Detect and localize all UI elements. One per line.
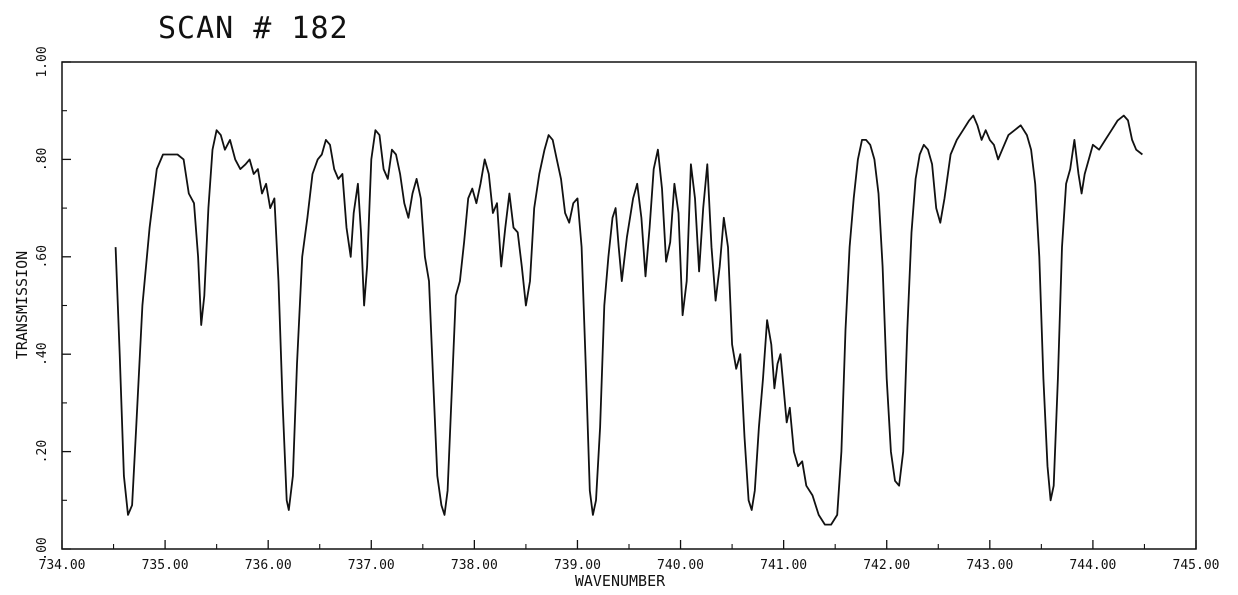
y-tick-label: .40 bbox=[35, 342, 50, 365]
x-tick-label: 737.00 bbox=[348, 558, 395, 573]
x-tick-label: 735.00 bbox=[142, 558, 189, 573]
y-tick-label: .20 bbox=[35, 440, 50, 463]
y-axis: .00 .20 .40 .60 .80 1.00 bbox=[35, 46, 71, 561]
x-tick-label: 740.00 bbox=[657, 558, 704, 573]
y-tick-label: .00 bbox=[35, 537, 50, 560]
x-tick-label: 742.00 bbox=[863, 558, 910, 573]
chart-title: SCAN # 182 bbox=[158, 11, 349, 46]
x-tick-label: 734.00 bbox=[39, 558, 86, 573]
x-axis: 734.00 735.00 736.00 737.00 738.00 739.00 740.… bbox=[39, 540, 1220, 573]
x-tick-label: 743.00 bbox=[966, 558, 1013, 573]
x-tick-label: 745.00 bbox=[1173, 558, 1220, 573]
x-tick-label: 741.00 bbox=[760, 558, 807, 573]
x-tick-label: 738.00 bbox=[451, 558, 498, 573]
x-tick-label: 736.00 bbox=[245, 558, 292, 573]
x-axis-label: WAVENUMBER bbox=[575, 572, 666, 590]
x-tick-label: 739.00 bbox=[554, 558, 601, 573]
y-axis-label: TRANSMISSION bbox=[13, 251, 31, 359]
x-tick-label: 744.00 bbox=[1069, 558, 1116, 573]
series-line-transmission bbox=[114, 114, 1143, 526]
y-tick-label: .60 bbox=[35, 245, 50, 268]
y-tick-label: .80 bbox=[35, 148, 50, 171]
y-tick-label: 1.00 bbox=[35, 46, 50, 77]
